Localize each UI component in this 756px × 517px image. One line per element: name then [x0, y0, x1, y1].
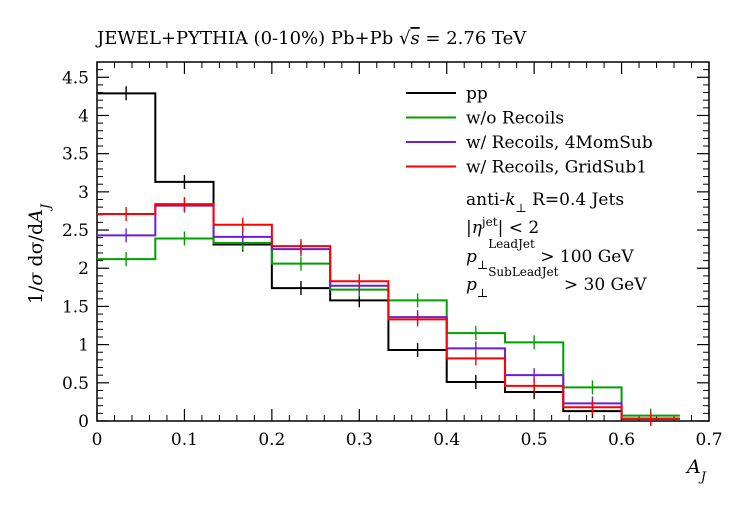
x-axis-tick-labels: 0 0.1 0.2 0.3 0.4 0.5 0.6 0.7 — [92, 430, 723, 450]
legend: pp w/o Recoils w/ Recoils, 4MomSub w/ Recoi… — [406, 84, 653, 178]
annotation-jet-algorithm: anti-k⊥ R=0.4 Jets — [466, 190, 624, 215]
legend-label: w/ Recoils, 4MomSub — [466, 133, 653, 153]
annotation-line3-sub: ⊥ — [477, 258, 488, 272]
series-line — [97, 203, 680, 420]
x-tick-label: 0.4 — [433, 430, 460, 450]
annotation-subleadjet-cut: p⊥SubLeadJet > 30 GeV — [466, 265, 647, 300]
y-tick-label: 1.5 — [62, 297, 89, 317]
y-tick-label: 0 — [78, 412, 89, 432]
title-suffix: = 2.76 TeV — [420, 28, 528, 49]
y-tick-label: 2 — [78, 259, 89, 279]
annotation-line2-pre: | — [466, 218, 472, 238]
ylabel-lhs: 1/ — [25, 285, 47, 304]
annotation-line2-sup: jet — [480, 215, 498, 229]
y-tick-label: 3 — [78, 183, 89, 203]
ylabel-sigma: σ — [25, 272, 47, 286]
series-3 — [97, 197, 680, 426]
ylabel-sub: J — [39, 203, 54, 212]
x-axis-label: AJ — [685, 456, 707, 485]
x-axis-ticks — [96, 62, 710, 421]
title-prefix: JEWEL+PYTHIA (0-10%) Pb+Pb — [95, 28, 399, 49]
legend-label: w/o Recoils — [466, 109, 564, 129]
y-tick-label: 4 — [78, 106, 89, 126]
ylabel-a: A — [25, 209, 47, 225]
legend-label: w/ Recoils, GridSub1 — [466, 158, 647, 178]
legend-label: pp — [466, 84, 488, 104]
y-tick-label: 3.5 — [62, 145, 89, 165]
annotation-line3-p: p — [466, 247, 477, 267]
annotation-line4-sup: SubLeadJet — [488, 265, 558, 279]
x-tick-label: 0.5 — [521, 430, 548, 450]
x-tick-label: 0.7 — [695, 430, 722, 450]
annotation-line1-pre: anti- — [466, 190, 505, 210]
y-axis-ticks — [97, 61, 709, 422]
annotation-line4-post: > 30 GeV — [558, 275, 647, 295]
x-tick-label: 0.6 — [608, 430, 635, 450]
annotation-line3-post: > 100 GeV — [535, 247, 635, 267]
annotation-line4-sub: ⊥ — [477, 286, 488, 300]
annotation-line1-sub: ⊥ — [515, 201, 526, 215]
annotation-line3-sup: LeadJet — [488, 237, 535, 251]
x-tick-label: 0.3 — [346, 430, 373, 450]
y-axis-tick-labels: 0 0.5 1 1.5 2 2.5 3 3.5 4 4.5 — [62, 68, 89, 432]
title-s: s — [410, 28, 419, 49]
y-tick-label: 0.5 — [62, 374, 89, 394]
annotation-line2-post: | < 2 — [498, 218, 540, 238]
xlabel-sub: J — [698, 470, 707, 485]
y-axis-label: 1/σ dσ/dAJ — [25, 203, 54, 304]
x-tick-label: 0.1 — [171, 430, 198, 450]
annotation-leadjet-cut: p⊥LeadJet > 100 GeV — [466, 237, 634, 272]
x-tick-label: 0 — [92, 430, 103, 450]
chart-title: JEWEL+PYTHIA (0-10%) Pb+Pb √s = 2.76 TeV — [95, 28, 527, 49]
ylabel-dsigma: dσ/d — [25, 223, 47, 273]
series-layer — [97, 86, 680, 426]
y-tick-label: 1 — [78, 336, 89, 356]
annotation-line2-eta: η — [472, 218, 483, 238]
annotation-line1-k: k — [505, 190, 515, 210]
annotation-line1-post: R=0.4 Jets — [527, 190, 624, 210]
x-tick-label: 0.2 — [258, 430, 285, 450]
y-tick-label: 2.5 — [62, 221, 89, 241]
annotation-eta-cut: |ηjet| < 2 — [466, 215, 539, 238]
xlabel-a: A — [685, 456, 701, 478]
annotations: anti-k⊥ R=0.4 Jets |ηjet| < 2 p⊥LeadJet … — [466, 190, 647, 300]
plot-frame — [96, 61, 710, 422]
title-sqrt-symbol: √ — [399, 28, 411, 49]
y-tick-label: 4.5 — [62, 68, 89, 88]
annotation-line4-p: p — [466, 275, 477, 295]
